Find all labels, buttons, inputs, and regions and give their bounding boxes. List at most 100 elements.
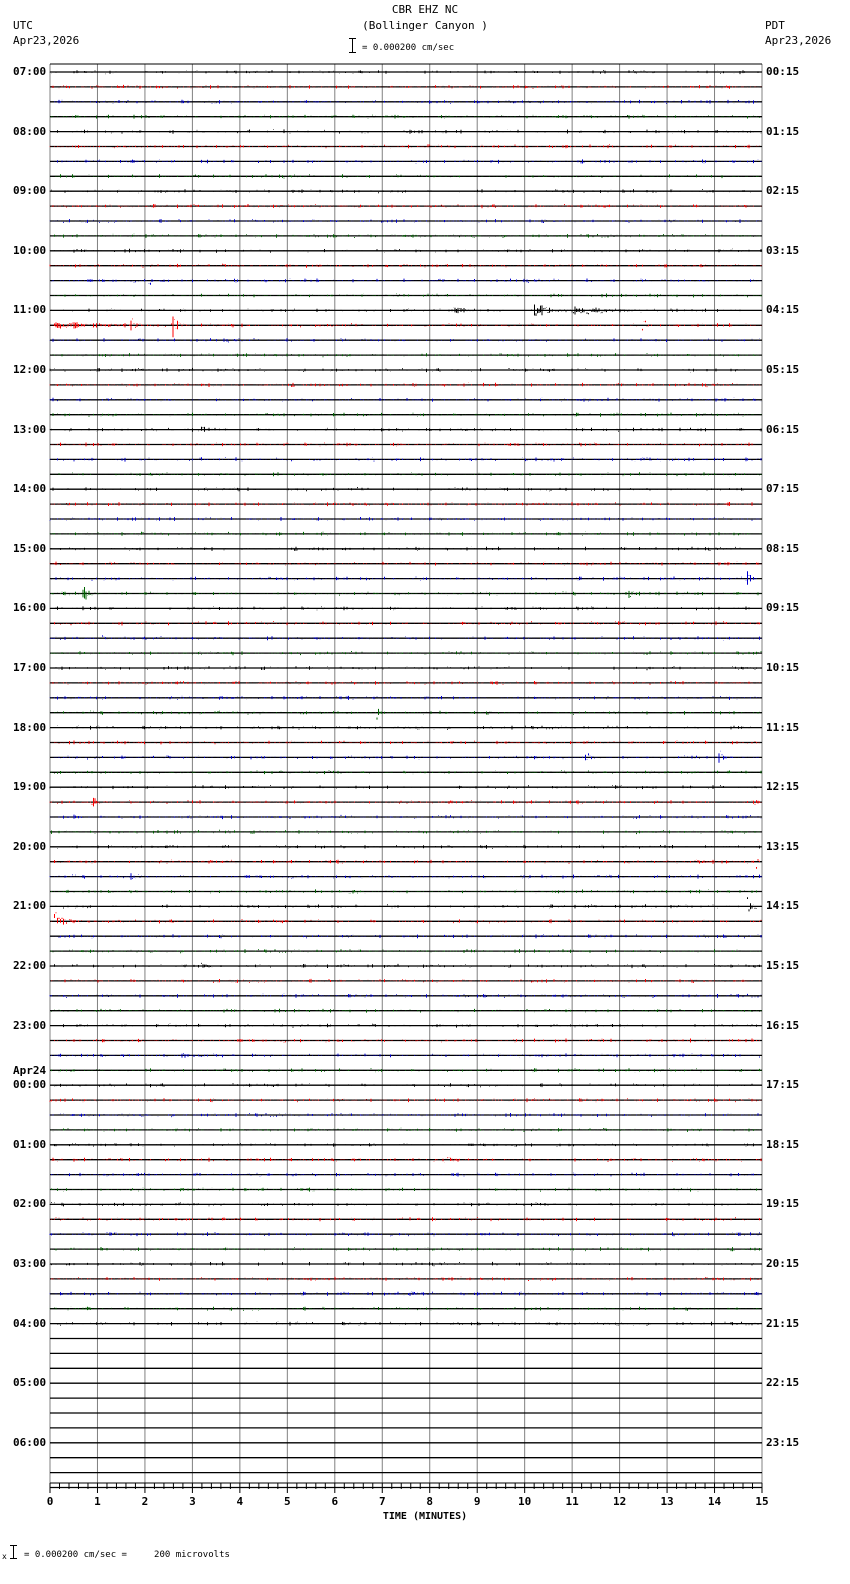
station-title: CBR EHZ NC	[391, 3, 459, 16]
pdt-hour-label: 21:15	[766, 1316, 800, 1330]
pdt-hour-label: 12:15	[766, 780, 800, 794]
header-scale-text: = 0.000200 cm/sec	[362, 43, 455, 53]
x-tick-label: 11	[565, 1495, 579, 1508]
trace-waveform	[49, 144, 760, 149]
utc-hour-label: 12:00	[13, 363, 47, 376]
utc-hour-label: 19:00	[13, 780, 47, 794]
trace-waveform	[51, 1068, 762, 1073]
utc-hour-label: 06:00	[13, 1435, 47, 1449]
trace-waveform	[49, 189, 762, 194]
x-tick-label: 8	[426, 1495, 434, 1508]
x-tick-label: 13	[660, 1495, 674, 1508]
pdt-hour-label: 02:15	[766, 184, 800, 198]
utc-hour-label: 15:00	[13, 541, 47, 555]
pdt-hour-label: 14:15	[766, 899, 800, 913]
utc-hour-label: 00:00	[13, 1078, 47, 1092]
utc-hour-label: 20:00	[13, 839, 47, 853]
right-date: Apr23,2026	[765, 34, 832, 47]
pdt-hour-label: 06:15	[766, 422, 800, 436]
utc-hour-label: 02:00	[13, 1197, 47, 1211]
utc-hour-label: 23:00	[13, 1018, 47, 1032]
pdt-hour-label: 15:15	[766, 959, 800, 972]
utc-hour-label: 13:00	[13, 422, 47, 436]
pdt-hour-label: 11:15	[766, 720, 800, 734]
utc-hour-label: 18:00	[13, 720, 47, 734]
trace-waveform	[49, 708, 762, 720]
x-tick-label: 3	[189, 1495, 196, 1508]
x-tick-label: 0	[46, 1495, 54, 1508]
pdt-hour-label: 05:15	[766, 363, 800, 376]
x-tick-label: 9	[473, 1495, 481, 1508]
x-tick-label: 1	[94, 1495, 101, 1508]
x-axis-label: TIME (MINUTES)	[382, 1511, 468, 1522]
x-tick-label: 5	[284, 1495, 291, 1508]
trace-waveform	[49, 1306, 762, 1311]
utc-hour-label: 04:00	[13, 1316, 47, 1330]
footer-scale-prefix: x	[2, 1552, 7, 1561]
scale-bar-icon	[349, 38, 359, 53]
x-tick-label: 7	[378, 1495, 386, 1508]
left-date: Apr23,2026	[13, 34, 80, 47]
pdt-hour-label: 09:15	[766, 601, 800, 615]
trace-waveform	[49, 829, 762, 835]
x-tick-label: 15	[755, 1495, 769, 1508]
utc-hour-label: 01:00	[13, 1137, 47, 1151]
trace-waveform	[49, 426, 762, 432]
trace-waveform	[49, 1098, 762, 1103]
utc-hour-label: 22:00	[13, 959, 47, 972]
pdt-hour-label: 03:15	[766, 243, 800, 257]
footer-scale-text: = 0.000200 cm/sec = 200 microvolts	[24, 1550, 230, 1560]
trace-waveform	[49, 1232, 762, 1237]
x-tick-label: 4	[236, 1495, 244, 1508]
utc-hour-label: 05:00	[13, 1376, 47, 1390]
pdt-hour-label: 16:15	[766, 1018, 800, 1032]
utc-hour-label: 17:00	[13, 661, 47, 674]
pdt-hour-label: 04:15	[766, 303, 800, 317]
pdt-hour-label: 13:15	[766, 839, 800, 853]
utc-hour-label: 07:00	[13, 65, 47, 78]
pdt-hour-label: 20:15	[766, 1257, 800, 1270]
pdt-hour-label: 10:15	[766, 661, 800, 674]
utc-date-label: Apr24	[13, 1064, 47, 1078]
trace-waveform	[49, 859, 762, 869]
trace-waveform	[49, 263, 762, 268]
right-timezone: PDT	[765, 19, 785, 32]
utc-hour-label: 09:00	[13, 184, 47, 198]
utc-hour-label: 16:00	[13, 601, 47, 615]
pdt-hour-label: 08:15	[766, 541, 800, 555]
x-tick-label: 6	[331, 1495, 339, 1508]
pdt-hour-label: 01:15	[766, 124, 800, 138]
trace-waveform	[51, 316, 762, 338]
trace-waveform	[49, 457, 762, 462]
utc-hour-label: 14:00	[13, 482, 47, 496]
utc-hour-label: 11:00	[13, 303, 47, 317]
trace-waveform	[49, 561, 762, 566]
trace-waveform	[49, 1321, 762, 1326]
x-tick-label: 10	[518, 1495, 532, 1508]
pdt-hour-label: 22:15	[766, 1376, 800, 1390]
pdt-hour-label: 17:15	[766, 1078, 800, 1092]
trace-waveform	[49, 70, 762, 75]
footer-scale-bar-icon	[10, 1545, 20, 1559]
trace-waveform	[51, 278, 762, 285]
x-tick-label: 12	[612, 1495, 627, 1508]
pdt-hour-label: 18:15	[766, 1137, 800, 1151]
pdt-hour-label: 23:15	[766, 1435, 800, 1449]
utc-hour-label: 21:00	[13, 899, 47, 913]
pdt-hour-label: 07:15	[766, 482, 800, 496]
utc-hour-label: 08:00	[13, 124, 47, 138]
pdt-hour-label: 00:15	[766, 65, 800, 78]
pdt-hour-label: 19:15	[766, 1197, 800, 1211]
trace-waveform	[49, 487, 762, 492]
trace-waveform	[49, 770, 762, 775]
utc-hour-label: 03:00	[13, 1257, 47, 1270]
trace-waveform	[51, 912, 762, 925]
utc-hour-label: 10:00	[13, 243, 47, 257]
station-location: (Bollinger Canyon )	[362, 19, 488, 32]
trace-waveform	[49, 897, 762, 912]
x-tick-label: 2	[141, 1495, 149, 1508]
x-tick-label: 14	[707, 1495, 722, 1508]
trace-waveform	[51, 571, 759, 585]
left-timezone: UTC	[13, 19, 33, 32]
